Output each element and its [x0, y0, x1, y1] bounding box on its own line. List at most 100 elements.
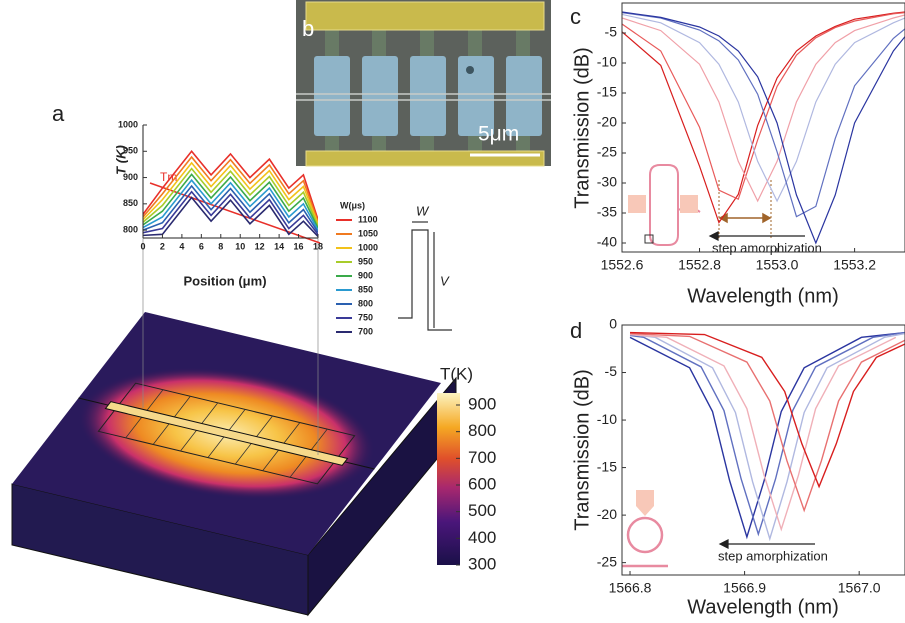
x-tick-label: 10 [235, 241, 245, 251]
ring-inset [628, 164, 701, 246]
series-line [143, 178, 318, 231]
series-line [622, 13, 905, 203]
x-tick-label: 1553.2 [833, 257, 876, 273]
x-tick-label: 1567.0 [838, 580, 881, 596]
series-line [622, 11, 905, 224]
series-line [143, 150, 318, 220]
legend-title: W(μs) [340, 200, 365, 210]
step-arrow [708, 231, 805, 241]
legend-label: 950 [358, 256, 373, 266]
y-tick-label: -10 [597, 54, 617, 70]
x-tick-label: 1553.0 [756, 257, 799, 273]
series-line [629, 331, 905, 537]
series-line [143, 190, 318, 235]
series-line [143, 196, 318, 237]
y-tick-label: -25 [597, 144, 617, 160]
heat-block [12, 238, 456, 617]
colorbar-tick-label: 300 [468, 554, 496, 573]
x-tick-label: 16 [294, 241, 304, 251]
y-tick-label: -40 [597, 234, 617, 250]
x-tick-label: 0 [140, 241, 145, 251]
colorbar [437, 393, 460, 565]
tm-line [149, 182, 321, 244]
series-line [143, 184, 318, 233]
pulse-diagram [398, 221, 452, 331]
legend-label: 900 [358, 270, 373, 280]
y-axis-label: T (K) [113, 145, 128, 175]
y-tick-label: 0 [609, 316, 617, 332]
y-tick-label: -15 [597, 458, 617, 474]
x-axis-label: Wavelength (nm) [687, 285, 839, 307]
series-line [622, 12, 905, 201]
x-tick-label: 14 [274, 241, 284, 251]
series-line [622, 14, 905, 203]
y-tick-label: -30 [597, 174, 617, 190]
x-tick-label: 1552.6 [601, 257, 644, 273]
y-tick-label: 850 [123, 198, 138, 208]
x-axis-label: Position (μm) [183, 273, 266, 288]
legend-label: 750 [358, 312, 373, 322]
y-tick-label: -5 [605, 24, 618, 40]
x-tick-label: 4 [179, 241, 184, 251]
panel-label: c [570, 4, 581, 29]
pulse-w-label: W [416, 203, 430, 218]
x-axis-label: Wavelength (nm) [687, 596, 839, 618]
scale-label: 5μm [478, 123, 519, 146]
series-line [143, 167, 318, 227]
panel-label: d [570, 318, 582, 343]
legend-label: 1000 [358, 242, 378, 252]
x-tick-label: 6 [199, 241, 204, 251]
y-tick-label: -20 [597, 506, 617, 522]
legend-label: 1100 [358, 214, 378, 224]
series-line [622, 12, 905, 218]
legend-label: 850 [358, 284, 373, 294]
y-tick-label: 950 [123, 146, 138, 156]
legend-label: 800 [358, 298, 373, 308]
series-line [630, 331, 905, 489]
series-line [143, 155, 318, 222]
y-tick-label: 800 [123, 224, 138, 234]
y-tick-label: -15 [597, 84, 617, 100]
y-tick-label: -35 [597, 204, 617, 220]
series-line [629, 333, 897, 532]
y-axis-label: Transmission (dB) [571, 369, 593, 531]
x-tick-label: 1566.8 [609, 580, 652, 596]
series-line [143, 173, 318, 229]
y-tick-label: -10 [597, 411, 617, 427]
colorbar-tick-label: 900 [468, 394, 496, 413]
x-tick-label: 12 [255, 241, 265, 251]
colorbar-tick-label: 600 [468, 474, 496, 493]
legend-label: 1050 [358, 228, 378, 238]
series-line [629, 332, 905, 513]
panel-label: b [302, 16, 314, 41]
panel-label: a [52, 101, 65, 126]
annotation: step amorphization [712, 240, 822, 255]
y-tick-label: 900 [123, 172, 138, 182]
y-axis-label: Transmission (dB) [571, 47, 593, 209]
colorbar-tick-label: 800 [468, 421, 496, 440]
sem-image [296, 0, 551, 167]
legend-label: 700 [358, 326, 373, 336]
pulse-v-label: V [440, 273, 450, 288]
plot-frame [621, 324, 905, 576]
ring-inset [622, 490, 668, 568]
series-line [629, 331, 905, 540]
x-tick-label: 2 [160, 241, 165, 251]
x-tick-label: 1552.8 [678, 257, 721, 273]
colorbar-tick-label: 500 [468, 501, 496, 520]
y-tick-label: -5 [605, 363, 618, 379]
series-line [622, 11, 905, 245]
plot-frame [621, 2, 905, 253]
colorbar-title: T(K) [440, 364, 473, 383]
step-arrow [718, 539, 815, 549]
series-line [143, 161, 318, 225]
x-tick-label: 1566.9 [723, 580, 766, 596]
x-tick-label: 8 [218, 241, 223, 251]
y-tick-label: 1000 [118, 119, 138, 129]
series-line [629, 332, 905, 542]
colorbar-tick-label: 700 [468, 448, 496, 467]
y-tick-label: -20 [597, 114, 617, 130]
x-tick-label: 18 [313, 241, 323, 251]
colorbar-tick-label: 400 [468, 528, 496, 547]
